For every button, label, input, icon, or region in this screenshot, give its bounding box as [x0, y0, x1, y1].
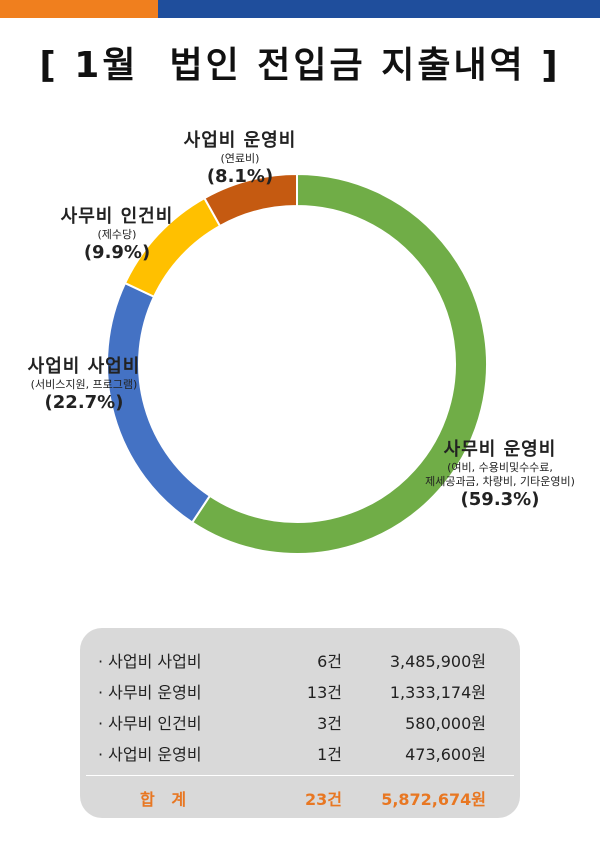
summary-row-name: · 사무비 운영비 [98, 683, 202, 702]
summary-row: · 사무비 운영비 13건 1,333,174원 [80, 675, 520, 705]
total-amount: 5,872,674원 [381, 790, 486, 809]
summary-total-row: 합 계 23건 5,872,674원 [80, 784, 520, 814]
summary-row-amount: 580,000원 [405, 714, 486, 733]
summary-row-amount: 1,333,174원 [389, 683, 486, 702]
slice-name: 사무비 인건비 [60, 206, 174, 227]
slice-name: 사업비 운영비 [183, 130, 297, 151]
donut-chart [106, 172, 488, 555]
summary-row: · 사무비 인건비 3건 580,000원 [80, 706, 520, 736]
summary-row-count: 6건 [317, 652, 342, 671]
slice-label-2: 사무비 인건비 (제수당) (9.9%) [42, 202, 192, 263]
slice-detail-line: 제세공과금, 차량비, 기타운영비) [425, 475, 575, 488]
summary-row-count: 13건 [306, 683, 342, 702]
slice-label-1: 사업비 사업비 (서비스지원, 프로그램) (22.7%) [0, 352, 168, 413]
slice-detail-line: (연료비) [220, 152, 260, 165]
slice-label-0: 사무비 운영비 (여비, 수용비및수수료, 제세공과금, 차량비, 기타운영비)… [400, 435, 600, 510]
slice-detail-line: (제수당) [97, 228, 137, 241]
slice-percent: (59.3%) [460, 489, 540, 510]
top-accent-bar-orange [0, 0, 158, 18]
slice-name: 사무비 운영비 [443, 439, 557, 460]
donut-slice-0 [190, 172, 488, 555]
summary-divider [86, 775, 514, 776]
donut-slice-3 [203, 172, 298, 228]
slice-percent: (9.9%) [83, 242, 151, 263]
total-label: 합 계 [140, 790, 187, 809]
summary-row-name: · 사무비 인건비 [98, 714, 202, 733]
page-title: [ 1월 법인 전입금 지출내역 ] [39, 45, 561, 86]
slice-label-3: 사업비 운영비 (연료비) (8.1%) [165, 126, 315, 187]
summary-row-name: · 사업비 사업비 [98, 652, 202, 671]
summary-row: · 사업비 운영비 1건 473,600원 [80, 737, 520, 767]
slice-percent: (8.1%) [206, 166, 274, 187]
summary-row-amount: 3,485,900원 [389, 652, 486, 671]
top-accent-bar-blue [158, 0, 600, 18]
summary-row: · 사업비 사업비 6건 3,485,900원 [80, 644, 520, 674]
slice-detail-line: (서비스지원, 프로그램) [30, 378, 138, 391]
summary-row-amount: 473,600원 [405, 745, 486, 764]
summary-panel: · 사업비 사업비 6건 3,485,900원 · 사무비 운영비 13건 1,… [80, 628, 520, 818]
summary-row-count: 3건 [317, 714, 342, 733]
slice-name: 사업비 사업비 [27, 356, 141, 377]
total-count: 23건 [305, 790, 342, 809]
slice-percent: (22.7%) [44, 392, 124, 413]
summary-row-name: · 사업비 운영비 [98, 745, 202, 764]
slice-detail-line: (여비, 수용비및수수료, [447, 461, 553, 474]
summary-row-count: 1건 [317, 745, 342, 764]
